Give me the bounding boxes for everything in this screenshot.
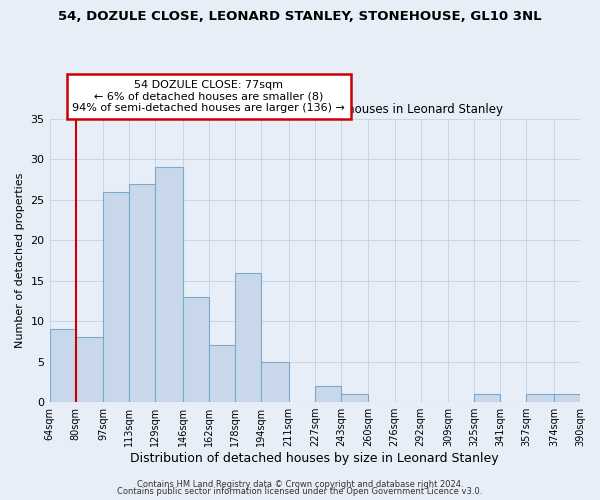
Bar — [235, 272, 261, 402]
Bar — [341, 394, 368, 402]
Y-axis label: Number of detached properties: Number of detached properties — [15, 173, 25, 348]
Title: Size of property relative to detached houses in Leonard Stanley: Size of property relative to detached ho… — [126, 104, 503, 117]
Text: Contains HM Land Registry data © Crown copyright and database right 2024.: Contains HM Land Registry data © Crown c… — [137, 480, 463, 489]
Bar — [103, 192, 129, 402]
Bar — [554, 394, 580, 402]
Bar — [261, 362, 289, 402]
Bar — [209, 346, 235, 402]
Text: 54, DOZULE CLOSE, LEONARD STANLEY, STONEHOUSE, GL10 3NL: 54, DOZULE CLOSE, LEONARD STANLEY, STONE… — [58, 10, 542, 23]
Bar — [183, 297, 209, 402]
Text: Contains public sector information licensed under the Open Government Licence v3: Contains public sector information licen… — [118, 487, 482, 496]
Bar — [474, 394, 500, 402]
Bar — [155, 168, 183, 402]
X-axis label: Distribution of detached houses by size in Leonard Stanley: Distribution of detached houses by size … — [130, 452, 499, 465]
Bar — [315, 386, 341, 402]
Bar — [50, 330, 76, 402]
Bar — [76, 338, 103, 402]
Bar — [129, 184, 155, 402]
Bar — [526, 394, 554, 402]
Text: 54 DOZULE CLOSE: 77sqm
← 6% of detached houses are smaller (8)
94% of semi-detac: 54 DOZULE CLOSE: 77sqm ← 6% of detached … — [72, 80, 345, 113]
